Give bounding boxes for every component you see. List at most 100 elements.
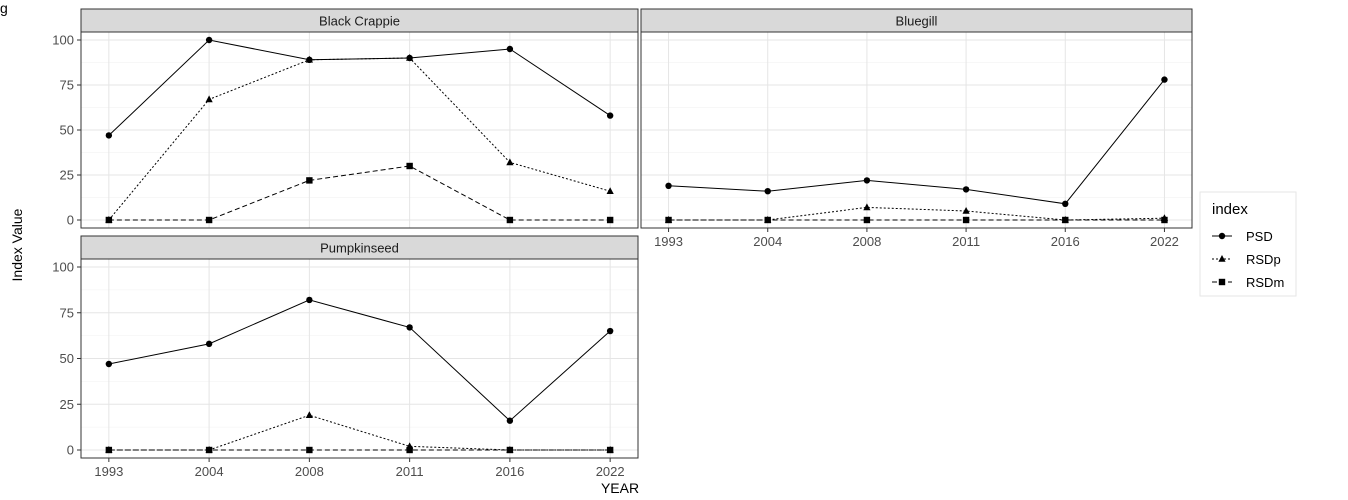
panel-black-crappie: Black Crappie 0 25 50 75 100 xyxy=(52,8,639,229)
x-tick-label: 2011 xyxy=(952,234,980,249)
point-rsdm xyxy=(105,216,113,224)
point-rsdp xyxy=(863,203,871,211)
y-tick-label: 25 xyxy=(60,168,74,183)
legend: index PSD RSDp RSDm xyxy=(1199,191,1297,297)
point-rsdm xyxy=(306,177,313,184)
legend-title: index xyxy=(1212,201,1248,218)
point-psd xyxy=(506,45,514,53)
y-tick-label: 0 xyxy=(67,213,74,228)
panel-border xyxy=(640,31,1193,229)
series-rsdm xyxy=(105,162,614,224)
x-tick-label: 1993 xyxy=(654,234,683,249)
point-rsdm xyxy=(1161,216,1168,224)
point-psd xyxy=(105,360,113,368)
point-psd xyxy=(1161,76,1168,83)
series-line-rsdm xyxy=(108,165,611,221)
point-psd xyxy=(506,417,514,424)
x-tick-label: 2008 xyxy=(295,464,324,479)
y-tick-label: 25 xyxy=(60,397,74,412)
point-rsdm xyxy=(665,216,672,224)
legend-marker xyxy=(1218,232,1226,240)
point-rsdp xyxy=(305,411,313,419)
point-rsdm xyxy=(406,446,413,454)
panels: Black Crappie 0 25 50 75 100 Bluegill 1993 2004 2… xyxy=(52,8,1193,479)
point-rsdm xyxy=(606,216,614,224)
panel-title: Pumpkinseed xyxy=(320,241,399,256)
point-psd xyxy=(665,182,672,189)
legend-marker xyxy=(1218,255,1226,262)
legend-label: PSD xyxy=(1246,229,1273,244)
x-tick-label: 2016 xyxy=(495,464,524,479)
point-rsdm xyxy=(764,216,771,224)
series-line-psd xyxy=(108,299,611,422)
point-rsdm xyxy=(506,446,514,454)
point-rsdm xyxy=(406,162,413,170)
x-tick-label: 1993 xyxy=(94,464,123,479)
series-rsdm xyxy=(665,216,1168,224)
point-rsdp xyxy=(305,55,313,63)
y-tick-label: 50 xyxy=(60,123,74,138)
point-rsdp xyxy=(406,54,414,61)
point-rsdm xyxy=(105,446,113,454)
point-psd xyxy=(606,327,614,335)
y-tick-label: 50 xyxy=(60,351,74,366)
point-psd xyxy=(205,36,213,44)
point-rsdp xyxy=(606,187,614,194)
panel-border xyxy=(80,258,639,459)
point-psd xyxy=(205,340,213,348)
x-tick-label: 2022 xyxy=(1150,234,1179,249)
panel-title: Bluegill xyxy=(896,14,938,29)
point-psd xyxy=(406,324,413,331)
x-tick-label: 2004 xyxy=(753,234,782,249)
point-psd xyxy=(105,132,113,139)
panel-title: Black Crappie xyxy=(319,14,400,29)
legend-item-rsdp: RSDp xyxy=(1212,252,1281,267)
series-rsdm xyxy=(105,446,614,454)
point-psd xyxy=(306,296,313,304)
point-rsdp xyxy=(506,158,514,166)
point-rsdm xyxy=(1062,216,1069,224)
legend-item-psd: PSD xyxy=(1212,229,1273,244)
point-psd xyxy=(764,188,771,195)
y-tick-label: 100 xyxy=(52,260,74,275)
y-tick-label: 0 xyxy=(67,443,74,458)
y-tick-label: 75 xyxy=(60,305,74,320)
x-tick-label: 2004 xyxy=(195,464,224,479)
point-rsdp xyxy=(205,95,213,103)
panel-border xyxy=(80,31,639,229)
series-psd xyxy=(665,76,1168,207)
point-psd xyxy=(863,177,871,184)
legend-box xyxy=(1199,191,1297,297)
legend-label: RSDm xyxy=(1246,275,1284,290)
series-line-rsdp xyxy=(668,206,1165,221)
point-rsdm xyxy=(205,446,213,454)
x-tick-label: 2008 xyxy=(852,234,881,249)
point-rsdm xyxy=(863,216,871,224)
point-psd xyxy=(1062,200,1069,207)
series-psd xyxy=(105,296,614,424)
point-rsdm xyxy=(205,216,213,224)
series-line-psd xyxy=(108,39,611,136)
legend-item-rsdm: RSDm xyxy=(1212,275,1284,290)
point-rsdm xyxy=(962,216,970,224)
point-rsdm xyxy=(306,446,313,454)
y-tick-label: 75 xyxy=(60,78,74,93)
point-rsdp xyxy=(962,207,970,214)
point-psd xyxy=(606,112,614,119)
x-tick-label: 2016 xyxy=(1051,234,1080,249)
legend-label: RSDp xyxy=(1246,252,1281,267)
point-rsdm xyxy=(606,446,614,454)
point-psd xyxy=(962,186,970,193)
legend-marker xyxy=(1218,278,1226,286)
figure-title-fragment: g xyxy=(0,0,8,16)
y-tick-label: 100 xyxy=(52,33,74,48)
y-axis-title: Index Value xyxy=(9,208,25,281)
point-rsdm xyxy=(506,216,514,224)
x-tick-label: 2022 xyxy=(596,464,625,479)
x-axis-title: YEAR xyxy=(601,480,639,496)
panel-pumpkinseed: Pumpkinseed 0 25 50 75 100 1993 2004 2008 2011 201… xyxy=(52,235,639,479)
series-line-psd xyxy=(668,79,1165,205)
x-tick-label: 2011 xyxy=(396,464,424,479)
panel-bluegill: Bluegill 1993 2004 2008 2011 2016 2022 xyxy=(640,8,1193,249)
